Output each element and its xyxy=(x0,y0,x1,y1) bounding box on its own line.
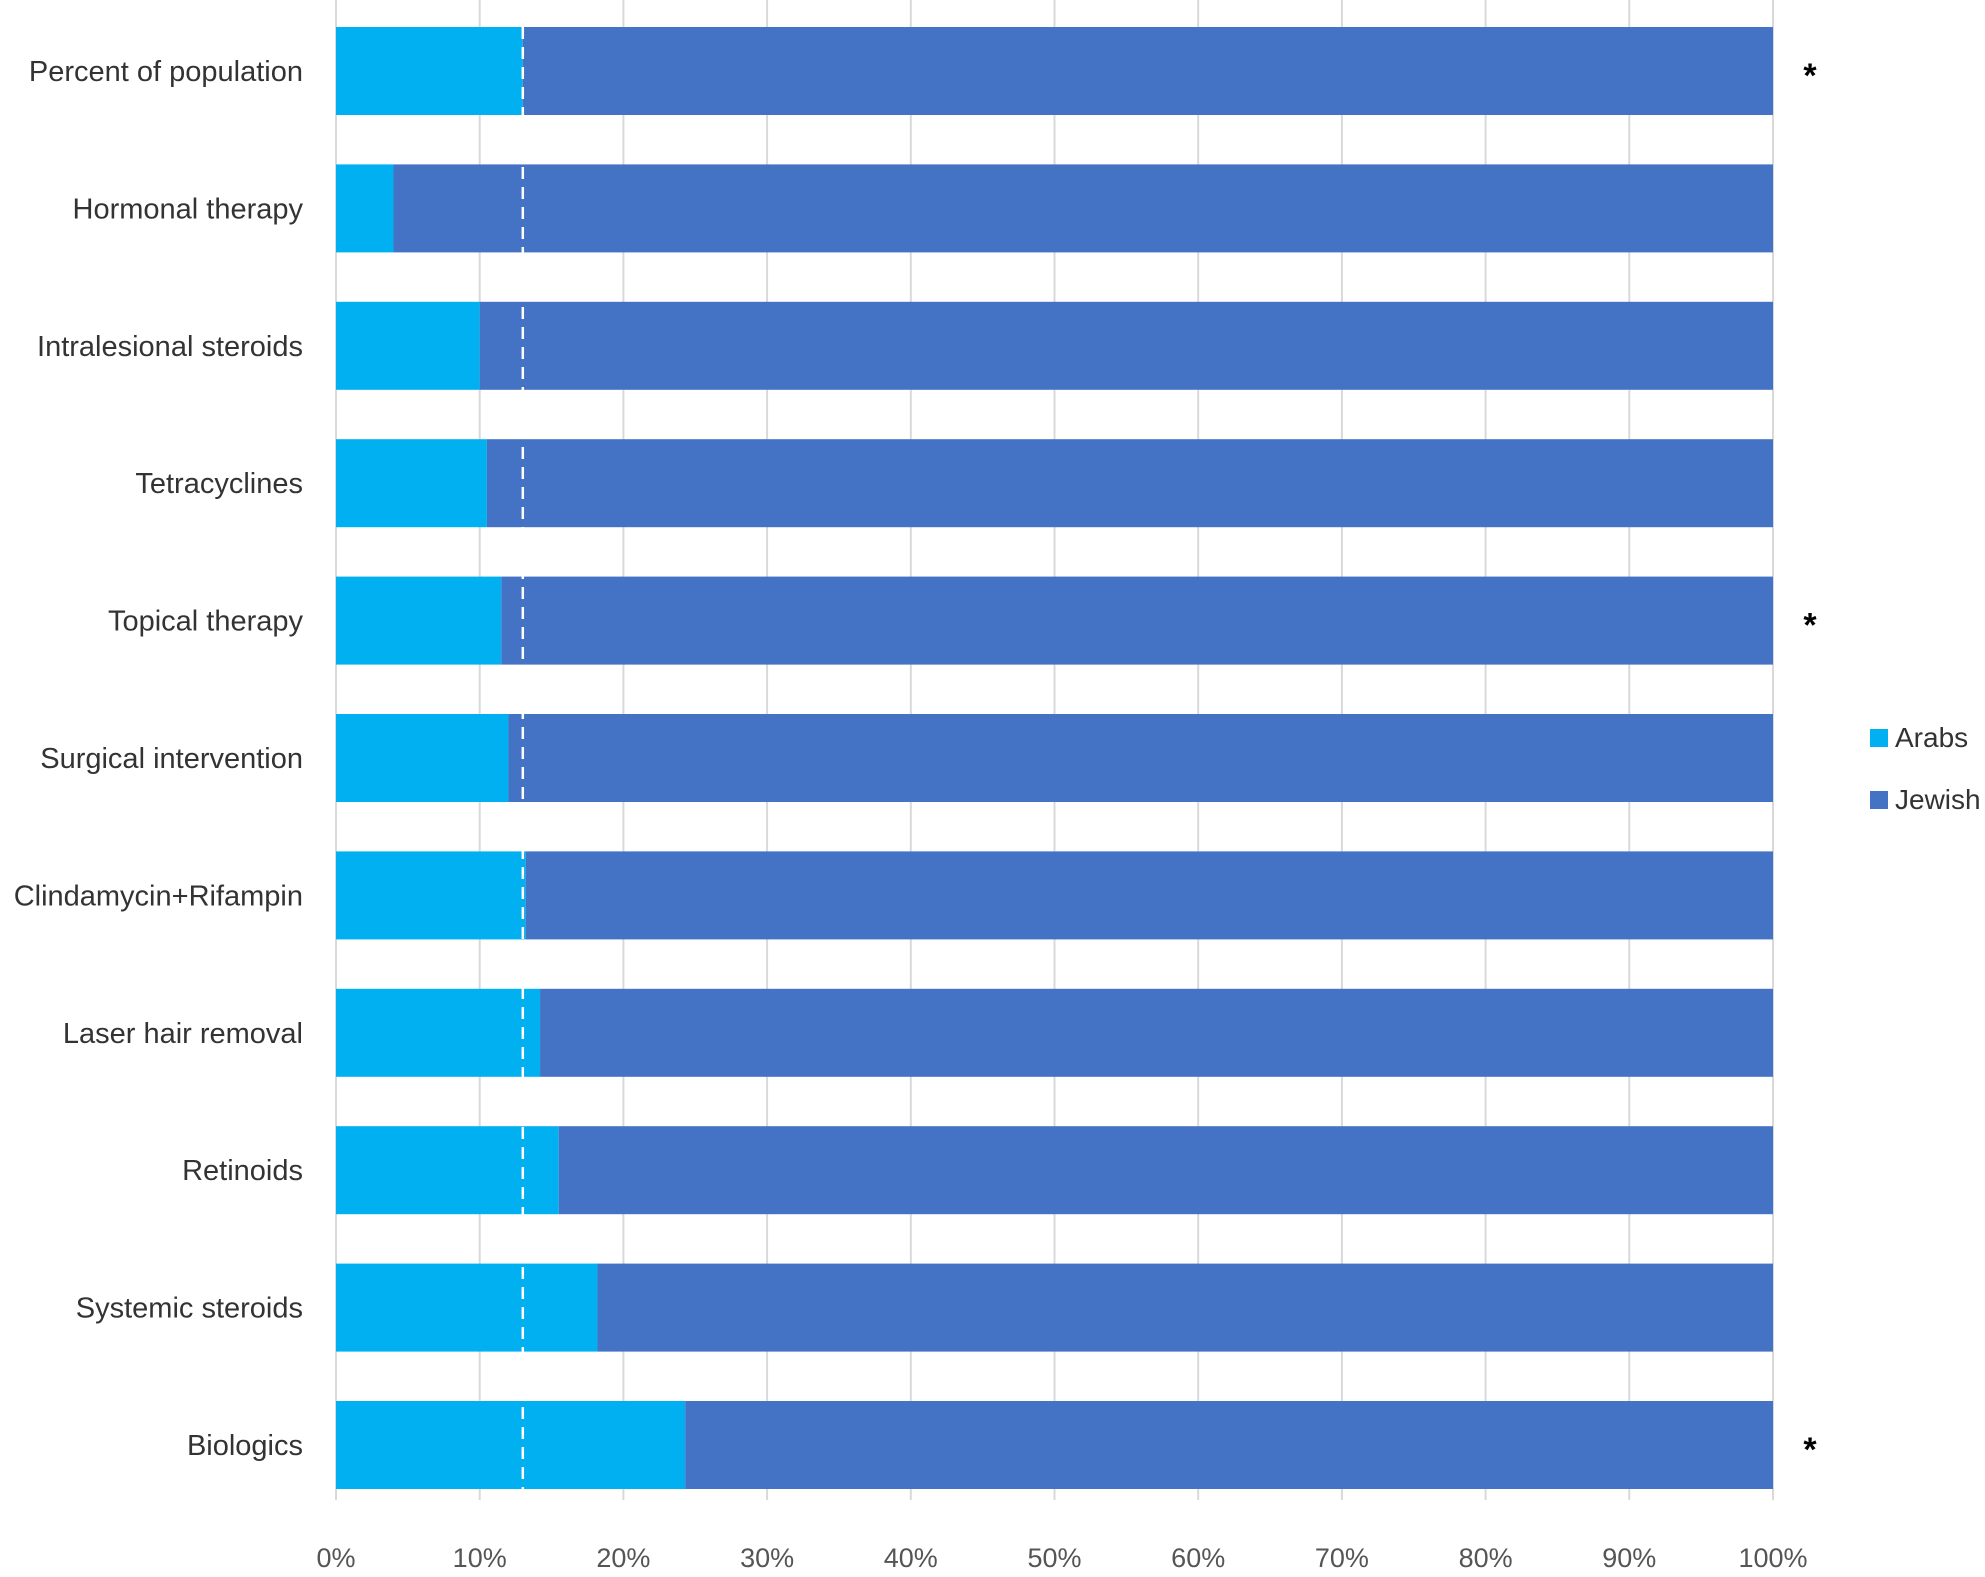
x-tick-label: 30% xyxy=(740,1543,794,1572)
legend: Arabs Jewish xyxy=(1870,722,1981,815)
category-labels: Percent of population Hormonal therapy Int… xyxy=(14,56,304,1462)
bar-jewish xyxy=(508,714,1774,802)
x-tick-label: 50% xyxy=(1027,1543,1081,1572)
x-tick-label: 40% xyxy=(884,1543,938,1572)
significance-star: * xyxy=(1803,57,1817,95)
bar-arabs xyxy=(336,27,523,115)
bar-arabs xyxy=(336,714,509,802)
x-tick-label: 60% xyxy=(1171,1543,1225,1572)
bar-jewish xyxy=(501,576,1773,665)
bar-jewish xyxy=(540,988,1774,1077)
x-tick-label: 70% xyxy=(1315,1543,1369,1572)
legend-label-jewish: Jewish xyxy=(1895,784,1981,815)
x-tick-label: 80% xyxy=(1459,1543,1513,1572)
category-label: Surgical intervention xyxy=(40,743,303,775)
bar-jewish xyxy=(522,27,1773,115)
category-label: Intralesional steroids xyxy=(37,331,303,363)
bar-jewish xyxy=(479,301,1774,390)
bar-arabs xyxy=(336,301,480,390)
significance-marks: * * * xyxy=(1803,57,1817,1469)
bar-jewish xyxy=(486,439,1773,528)
bar-jewish xyxy=(558,1126,1773,1215)
category-label: Tetracyclines xyxy=(135,468,303,500)
significance-star: * xyxy=(1803,607,1817,645)
legend-swatch-jewish xyxy=(1870,791,1888,809)
bar-arabs xyxy=(336,988,541,1077)
bar-arabs xyxy=(336,576,502,665)
category-label: Percent of population xyxy=(29,56,303,88)
bar-arabs xyxy=(336,1263,598,1352)
x-tick-label: 90% xyxy=(1602,1543,1656,1572)
bar-arabs xyxy=(336,1401,686,1489)
bar-arabs xyxy=(336,1126,559,1215)
x-axis-ticks: 0% 10% 20% 30% 40% 50% 60% 70% 80% 90% 100% xyxy=(316,1543,1807,1573)
legend-swatch-arabs xyxy=(1870,729,1888,747)
bars xyxy=(336,27,1774,1489)
significance-star: * xyxy=(1803,1431,1817,1469)
bar-jewish xyxy=(525,851,1773,940)
category-label: Retinoids xyxy=(182,1155,303,1187)
bar-jewish xyxy=(597,1263,1774,1352)
bar-jewish xyxy=(393,164,1774,253)
bar-arabs xyxy=(336,851,526,940)
x-tick-label: 0% xyxy=(316,1543,355,1572)
bar-arabs xyxy=(336,164,394,253)
x-tick-label: 10% xyxy=(453,1543,507,1572)
category-label: Topical therapy xyxy=(108,606,304,638)
category-label: Clindamycin+Rifampin xyxy=(14,880,303,912)
category-label: Biologics xyxy=(187,1430,303,1462)
bar-arabs xyxy=(336,439,487,528)
bar-jewish xyxy=(685,1401,1774,1489)
legend-label-arabs: Arabs xyxy=(1895,722,1968,753)
category-label: Hormonal therapy xyxy=(73,193,304,225)
category-label: Systemic steroids xyxy=(76,1293,303,1325)
category-label: Laser hair removal xyxy=(63,1018,303,1050)
x-tick-label: 100% xyxy=(1738,1543,1807,1572)
x-tick-label: 20% xyxy=(596,1543,650,1572)
